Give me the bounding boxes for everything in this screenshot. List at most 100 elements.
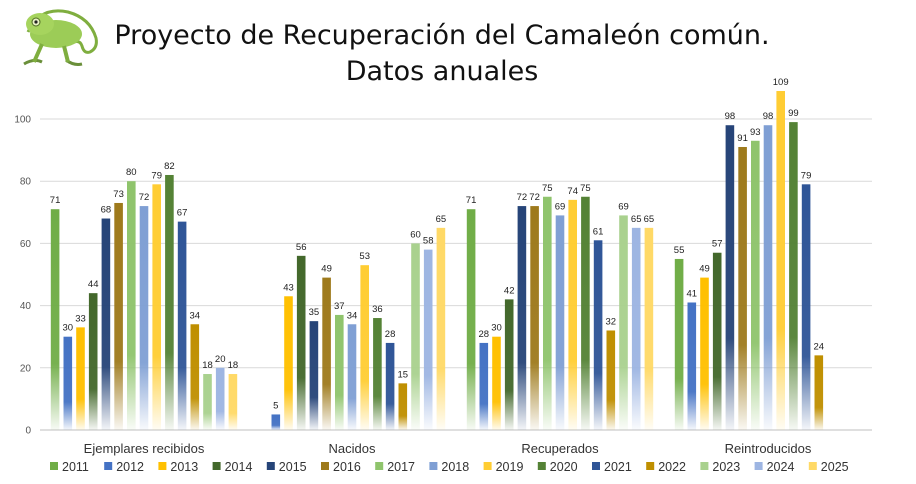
bar — [190, 324, 200, 430]
legend-swatch — [429, 462, 438, 470]
data-label: 5 — [273, 400, 278, 411]
x-category-label: Reintroducidos — [725, 441, 812, 456]
bar — [335, 314, 344, 430]
bar — [373, 318, 382, 430]
data-label: 65 — [631, 214, 642, 225]
legend: 2011 2012 2013 2014 2015 2016 2017 2018 2019 2020… — [50, 460, 849, 474]
legend-label: 2016 — [333, 460, 361, 474]
data-label: 79 — [151, 170, 162, 181]
legend-label: 2024 — [767, 460, 795, 474]
legend-swatch — [212, 462, 221, 470]
bar — [76, 327, 85, 430]
bar — [215, 367, 225, 430]
bar — [411, 243, 420, 430]
data-label: 72 — [139, 192, 150, 203]
bar — [177, 221, 187, 430]
legend-label: 2011 — [62, 460, 89, 474]
data-label: 49 — [699, 264, 710, 275]
data-label: 74 — [567, 186, 578, 197]
data-label: 28 — [479, 329, 490, 340]
legend-label: 2020 — [550, 460, 578, 474]
data-label: 75 — [542, 183, 553, 194]
bar — [789, 122, 798, 431]
bar — [479, 342, 489, 430]
bar — [309, 321, 319, 430]
data-label: 65 — [644, 214, 655, 225]
bar — [88, 293, 98, 430]
legend-label: 2018 — [441, 460, 469, 474]
legend-swatch — [50, 462, 58, 470]
bar — [114, 202, 123, 430]
bar — [555, 215, 565, 430]
x-category-label: Nacidos — [329, 441, 376, 456]
legend-label: 2022 — [658, 460, 686, 474]
data-label: 37 — [334, 301, 345, 312]
data-label: 58 — [423, 236, 434, 247]
bar — [63, 336, 73, 430]
legend-swatch — [321, 462, 329, 470]
data-label: 15 — [398, 369, 409, 380]
data-label: 55 — [674, 245, 685, 256]
y-tick-label: 80 — [20, 177, 32, 188]
data-label: 30 — [63, 323, 74, 334]
legend-label: 2015 — [279, 460, 307, 474]
data-label: 68 — [101, 205, 112, 216]
data-label: 57 — [712, 239, 723, 250]
data-label: 43 — [283, 282, 294, 293]
data-label: 75 — [580, 183, 591, 194]
chart-title-line-1: Proyecto de Recuperación del Camaleón co… — [114, 20, 770, 51]
legend-swatch — [537, 462, 546, 470]
data-label: 109 — [773, 77, 789, 88]
bar — [466, 209, 476, 430]
data-label: 60 — [410, 229, 421, 240]
bar — [284, 296, 293, 430]
y-tick-label: 20 — [20, 363, 32, 374]
bar — [543, 196, 552, 430]
data-label: 36 — [372, 304, 383, 315]
data-label: 72 — [529, 192, 540, 203]
legend-swatch — [266, 462, 275, 470]
bar — [687, 302, 697, 430]
bar — [398, 383, 408, 430]
bar — [423, 249, 433, 430]
data-label: 80 — [126, 167, 137, 178]
legend-label: 2013 — [170, 460, 198, 474]
x-category-label: Recuperados — [521, 441, 599, 456]
legend-label: 2025 — [821, 460, 849, 474]
y-tick-label: 100 — [14, 115, 31, 126]
data-label: 69 — [618, 201, 629, 212]
bar — [700, 277, 709, 430]
bar — [165, 174, 174, 430]
bar — [619, 215, 628, 430]
data-label: 41 — [687, 288, 698, 299]
bar — [581, 196, 590, 430]
bar — [504, 299, 514, 430]
data-label: 32 — [606, 316, 617, 327]
data-label: 79 — [801, 170, 812, 181]
bar — [492, 336, 501, 430]
bar — [644, 227, 654, 430]
x-axis: Ejemplares recibidos Nacidos Recuperados Re… — [84, 441, 812, 456]
bars — [50, 91, 824, 431]
bar — [203, 374, 212, 430]
bar — [725, 125, 735, 430]
bar — [360, 265, 369, 430]
bar — [271, 414, 281, 430]
y-axis: 0 20 40 60 80 100 — [14, 115, 31, 437]
legend-swatch — [158, 462, 167, 470]
legend-swatch — [646, 462, 655, 470]
data-label: 99 — [788, 108, 799, 119]
bar — [776, 91, 785, 430]
data-label: 20 — [215, 354, 226, 365]
data-label: 44 — [88, 279, 99, 290]
bar — [593, 240, 603, 430]
bar — [385, 342, 395, 430]
legend-swatch — [375, 462, 384, 470]
data-label: 53 — [359, 251, 370, 262]
data-labels: 7130334468738072798267341820185435635493… — [50, 77, 824, 411]
data-label: 24 — [814, 341, 825, 352]
bar — [801, 184, 811, 430]
bar — [530, 206, 539, 430]
legend-swatch — [700, 462, 709, 470]
data-label: 82 — [164, 161, 175, 172]
